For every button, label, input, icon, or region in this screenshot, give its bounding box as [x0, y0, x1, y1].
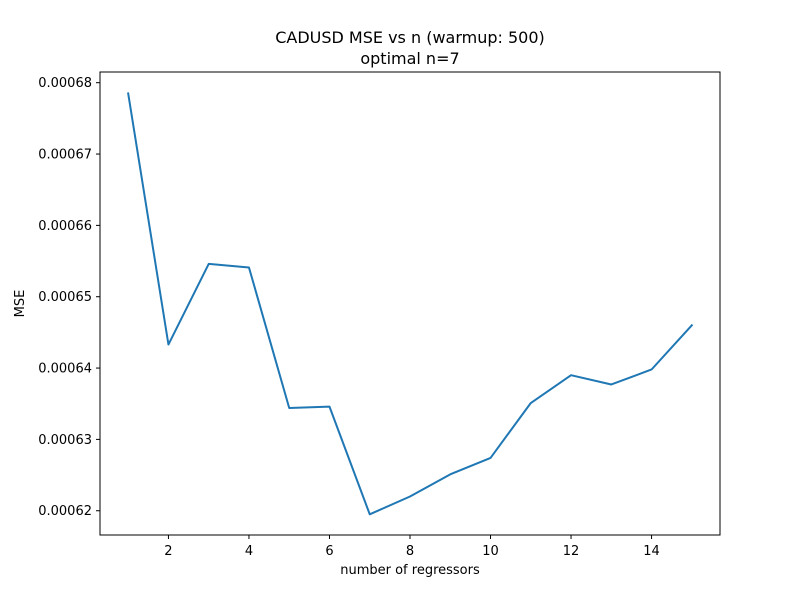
- chart-title: CADUSD MSE vs n (warmup: 500): [275, 28, 545, 47]
- y-tick-label: 0.00064: [38, 362, 92, 377]
- x-tick-label: 10: [482, 544, 499, 559]
- x-tick-label: 14: [643, 544, 660, 559]
- data-point-n8: [409, 495, 411, 497]
- data-point-n3: [208, 263, 210, 265]
- plot-frame: [99, 71, 721, 536]
- x-tick-label: 4: [245, 544, 253, 559]
- x-axis-ticks: 2 4 6 8 10 12 14: [164, 535, 660, 559]
- y-tick-label: 0.00067: [38, 148, 92, 163]
- x-axis-label: number of regressors: [340, 563, 480, 578]
- data-point-n9: [449, 473, 451, 475]
- data-point-n7: [369, 513, 371, 515]
- x-tick-label: 12: [563, 544, 580, 559]
- series-layer: [127, 92, 694, 516]
- y-tick-label: 0.00065: [38, 290, 92, 305]
- y-tick-label: 0.00062: [38, 504, 92, 519]
- y-axis-label: MSE: [13, 290, 28, 318]
- data-point-n2: [167, 344, 169, 346]
- data-point-n10: [490, 457, 492, 459]
- chart-subtitle: optimal n=7: [360, 49, 459, 68]
- y-axis-ticks: 0.00062 0.00063 0.00064 0.00065 0.00066 0.000…: [38, 76, 100, 519]
- mse-series-line: [127, 92, 694, 516]
- data-point-n13: [610, 383, 612, 385]
- y-tick-label: 0.00066: [38, 219, 92, 234]
- data-point-n1: [127, 92, 129, 94]
- x-tick-label: 6: [325, 544, 333, 559]
- y-tick-label: 0.00068: [38, 76, 92, 91]
- plot-area: 2 4 6 8 10 12 14 0.000620.000630.000640.000650…: [38, 71, 721, 559]
- y-tick-label: 0.00063: [38, 433, 92, 448]
- data-point-n14: [651, 368, 653, 370]
- x-tick-label: 8: [406, 544, 414, 559]
- data-point-n11: [530, 402, 532, 404]
- x-tick-label: 2: [164, 544, 172, 559]
- data-point-n12: [570, 374, 572, 376]
- data-point-n15: [691, 324, 693, 326]
- data-point-n6: [328, 406, 330, 408]
- data-point-n5: [288, 407, 290, 409]
- data-point-n4: [248, 266, 250, 268]
- plot-background: [100, 72, 720, 535]
